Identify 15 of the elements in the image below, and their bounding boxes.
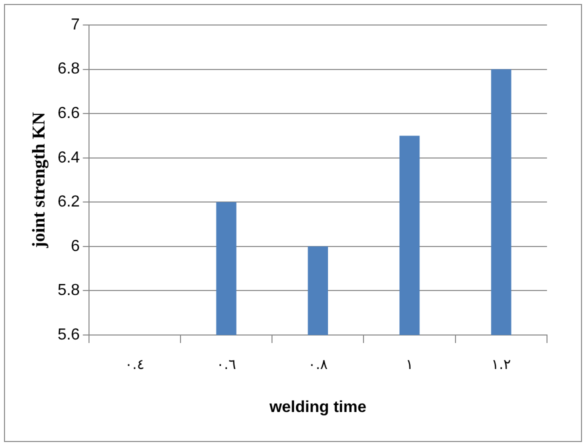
x-tick-label: ٠.٨ — [308, 357, 328, 374]
y-axis-title: joint strength KN — [28, 112, 48, 249]
y-tick-label: 5.6 — [58, 326, 80, 344]
x-tick-label: ١.٢ — [491, 357, 511, 374]
x-tick-label: ٠.٦ — [216, 357, 236, 374]
x-tick-label: ٠.٤ — [124, 357, 144, 374]
y-tick-label: 6 — [70, 238, 80, 255]
x-tick-label: ١ — [406, 357, 414, 374]
y-tick-label: 6.4 — [58, 149, 80, 166]
y-tick-label: 6.2 — [58, 194, 80, 211]
y-tick-label: 6.8 — [58, 60, 80, 78]
y-tick-label: 6.6 — [58, 104, 80, 122]
y-tick-label: 7 — [70, 16, 80, 34]
x-axis-title: welding time — [268, 398, 366, 416]
y-tick-label: 5.8 — [58, 282, 80, 300]
